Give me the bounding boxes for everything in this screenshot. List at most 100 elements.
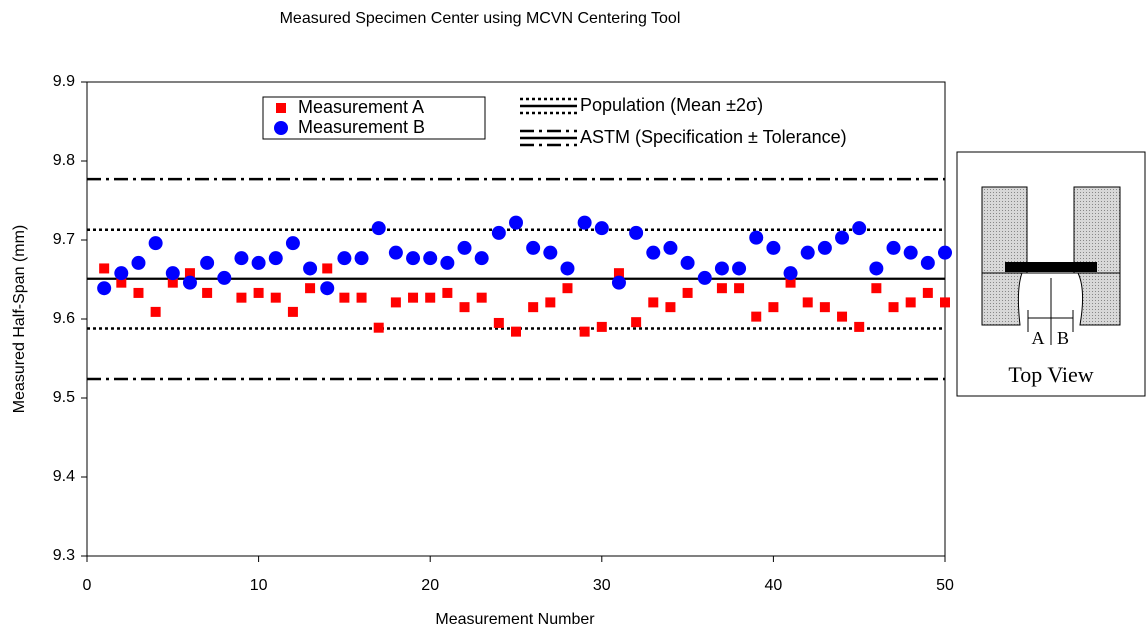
point: [287, 306, 298, 317]
point: [596, 321, 607, 332]
point: [388, 245, 403, 260]
point: [476, 292, 487, 303]
point: [920, 255, 935, 270]
point: [837, 311, 848, 322]
point: [493, 317, 504, 328]
point: [491, 225, 506, 240]
point: [903, 245, 918, 260]
point: [611, 275, 626, 290]
x-tick-label: 10: [250, 577, 268, 594]
point: [133, 287, 144, 298]
point: [511, 326, 521, 337]
point: [800, 245, 815, 260]
inset: A B Top View: [956, 151, 1146, 397]
point: [408, 292, 419, 303]
point: [852, 221, 867, 236]
point: [322, 263, 333, 274]
point: [425, 292, 436, 303]
x-tick-label: 0: [83, 577, 92, 594]
point: [440, 255, 455, 270]
point: [150, 306, 161, 317]
inset-specimen: [1005, 262, 1097, 272]
point: [99, 263, 110, 274]
point: [543, 245, 558, 260]
point: [305, 283, 316, 294]
point: [648, 297, 659, 308]
point: [871, 283, 882, 294]
legend-label: ASTM (Specification ± Tolerance): [580, 127, 847, 147]
x-tick-label: 30: [593, 577, 611, 594]
point: [631, 317, 642, 328]
x-tick-label: 40: [765, 577, 783, 594]
point: [200, 255, 215, 270]
legend-box: [262, 96, 486, 140]
point: [734, 283, 745, 294]
point: [373, 322, 384, 333]
point: [371, 221, 386, 236]
inset-label: B: [1057, 328, 1069, 348]
plot-area: [86, 81, 946, 557]
y-tick-label: 9.4: [53, 468, 75, 485]
point: [940, 297, 950, 308]
point: [116, 277, 127, 288]
point: [148, 236, 163, 251]
point: [356, 292, 367, 303]
point: [253, 287, 264, 298]
point: [251, 255, 266, 270]
point: [526, 240, 541, 255]
point: [749, 230, 764, 245]
point: [560, 261, 575, 276]
point: [274, 121, 288, 135]
point: [182, 275, 197, 290]
point: [766, 240, 781, 255]
y-tick-label: 9.6: [53, 310, 75, 327]
point: [819, 302, 830, 313]
point: [785, 277, 796, 288]
point: [337, 251, 352, 266]
point: [732, 261, 747, 276]
point: [665, 302, 676, 313]
point: [594, 221, 609, 236]
point: [579, 326, 590, 337]
chart-title: Measured Specimen Center using MCVN Cent…: [280, 10, 681, 27]
y-tick-label: 9.7: [53, 231, 75, 248]
point: [869, 261, 884, 276]
point: [114, 266, 129, 281]
point: [562, 283, 573, 294]
point: [217, 270, 232, 285]
point: [922, 287, 933, 298]
x-axis-label: Measurement Number: [435, 611, 595, 628]
y-axis-label: Measured Half-Span (mm): [11, 225, 28, 414]
x-tick-label: 50: [936, 577, 954, 594]
point: [646, 245, 661, 260]
legend-label: Population (Mean ±2σ): [580, 95, 763, 115]
point: [905, 297, 916, 308]
point: [165, 266, 180, 281]
point: [339, 292, 350, 303]
point: [835, 230, 850, 245]
point: [663, 240, 678, 255]
point: [680, 255, 695, 270]
point: [817, 240, 832, 255]
point: [613, 268, 624, 279]
x-tick-label: 20: [421, 577, 439, 594]
point: [234, 251, 249, 266]
point: [97, 281, 112, 296]
point: [768, 302, 779, 313]
point: [938, 245, 952, 260]
point: [320, 281, 335, 296]
point: [629, 225, 644, 240]
y-tick-label: 9.9: [53, 73, 75, 90]
point: [354, 251, 369, 266]
legend-label: Measurement B: [298, 117, 425, 137]
point: [509, 215, 523, 230]
point: [390, 297, 401, 308]
y-tick-label: 9.5: [53, 389, 75, 406]
point: [131, 255, 146, 270]
point: [545, 297, 556, 308]
point: [854, 321, 865, 332]
point: [202, 287, 213, 298]
point: [423, 251, 438, 266]
point: [751, 311, 762, 322]
